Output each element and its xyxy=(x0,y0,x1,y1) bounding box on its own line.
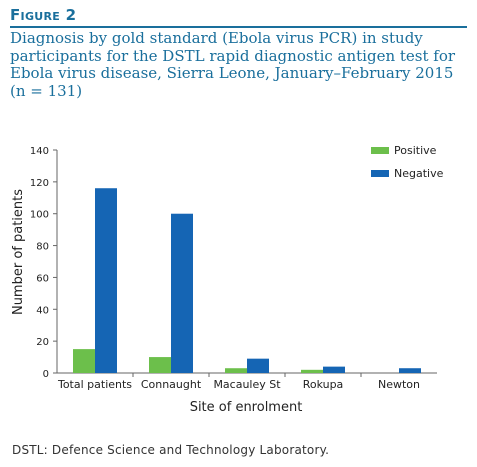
bar-negative xyxy=(247,358,269,373)
legend-label-negative: Negative xyxy=(394,167,444,180)
x-tick-label: Connaught xyxy=(141,378,202,391)
x-tick-label: Newton xyxy=(378,378,420,391)
y-tick-label: 60 xyxy=(36,273,49,284)
legend-swatch-negative xyxy=(371,170,389,177)
footnote: DSTL: Defence Science and Technology Lab… xyxy=(12,443,330,457)
figure-divider xyxy=(10,26,467,28)
bar-negative xyxy=(171,213,193,373)
bar-positive xyxy=(149,357,171,373)
bar-negative xyxy=(95,188,117,373)
y-tick-label: 40 xyxy=(36,305,49,316)
bar-positive xyxy=(225,368,247,373)
x-tick-label: Rokupa xyxy=(303,378,344,391)
y-axis-label: Number of patients xyxy=(11,189,26,315)
y-tick-label: 120 xyxy=(30,178,49,189)
bar-chart: 0 20 40 60 80 100 120 140 Total patients Connaugh… xyxy=(11,144,444,415)
legend-label-positive: Positive xyxy=(394,144,437,157)
legend-swatch-positive xyxy=(371,147,389,154)
y-tick-label: 0 xyxy=(43,369,49,380)
bar-positive xyxy=(301,369,323,373)
bar-negative xyxy=(323,366,345,373)
y-tick-label: 80 xyxy=(36,242,49,253)
y-tick-label: 140 xyxy=(30,146,49,157)
x-tick-label: Macauley St xyxy=(213,378,281,391)
x-axis-label: Site of enrolment xyxy=(190,400,303,415)
y-tick-label: 100 xyxy=(30,210,49,221)
bar-negative xyxy=(399,368,421,373)
y-tick-label: 20 xyxy=(36,337,49,348)
chart-legend: Positive Negative xyxy=(371,144,444,180)
figure-title: Diagnosis by gold standard (Ebola virus … xyxy=(10,29,456,100)
figure-label: Figure 2 xyxy=(10,6,77,24)
bar-positive xyxy=(73,349,95,373)
chart-bars xyxy=(73,188,421,373)
x-tick-label: Total patients xyxy=(57,378,132,391)
